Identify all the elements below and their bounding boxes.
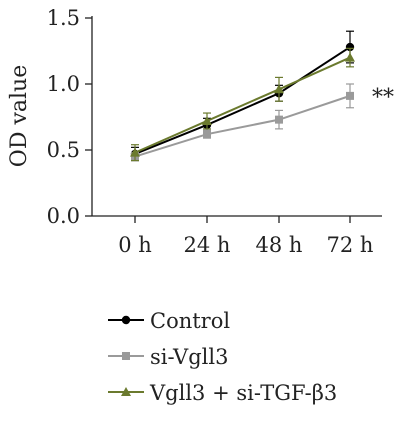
- significance-annotation: **: [372, 86, 394, 111]
- y-axis-label: OD value: [7, 65, 32, 167]
- legend-item: si-Vgll3: [108, 345, 228, 369]
- data-point: [130, 147, 140, 157]
- y-tick-label: 1.5: [47, 6, 80, 30]
- series-layer: [130, 30, 355, 162]
- y-tick-label: 0.0: [47, 204, 80, 228]
- legend-marker: [121, 387, 131, 396]
- data-point: [203, 130, 211, 139]
- legend-label: Control: [150, 309, 230, 333]
- data-point: [202, 115, 212, 125]
- series-line: [134, 46, 351, 155]
- data-point: [345, 42, 355, 52]
- legend-marker: [122, 352, 130, 360]
- series-0: [130, 30, 355, 162]
- data-point: [345, 52, 355, 62]
- series-line: [134, 94, 351, 158]
- x-tick-label: 48 h: [256, 233, 303, 257]
- x-tick-label: 72 h: [327, 233, 374, 257]
- legend: Control si-Vgll3 Vgll3 + si-TGF-β3: [108, 309, 337, 405]
- legend-item: Vgll3 + si-TGF-β3: [108, 381, 337, 405]
- axes: 0.0 0.5 1.0 1.5 0 h 24 h 48 h 72 h: [47, 6, 382, 257]
- y-tick-label: 1.0: [47, 72, 80, 96]
- series-1: [131, 83, 354, 162]
- legend-marker: [121, 315, 131, 325]
- legend-item: Control: [108, 309, 230, 333]
- y-tick-label: 0.5: [47, 138, 80, 162]
- x-tick-label: 0 h: [118, 233, 152, 257]
- x-tick-label: 24 h: [184, 233, 231, 257]
- data-point: [274, 84, 284, 94]
- series-2: [130, 47, 355, 162]
- legend-label: Vgll3 + si-TGF-β3: [149, 381, 337, 405]
- series-line: [134, 56, 351, 154]
- data-point: [346, 91, 354, 100]
- data-point: [275, 115, 283, 124]
- legend-label: si-Vgll3: [150, 345, 228, 369]
